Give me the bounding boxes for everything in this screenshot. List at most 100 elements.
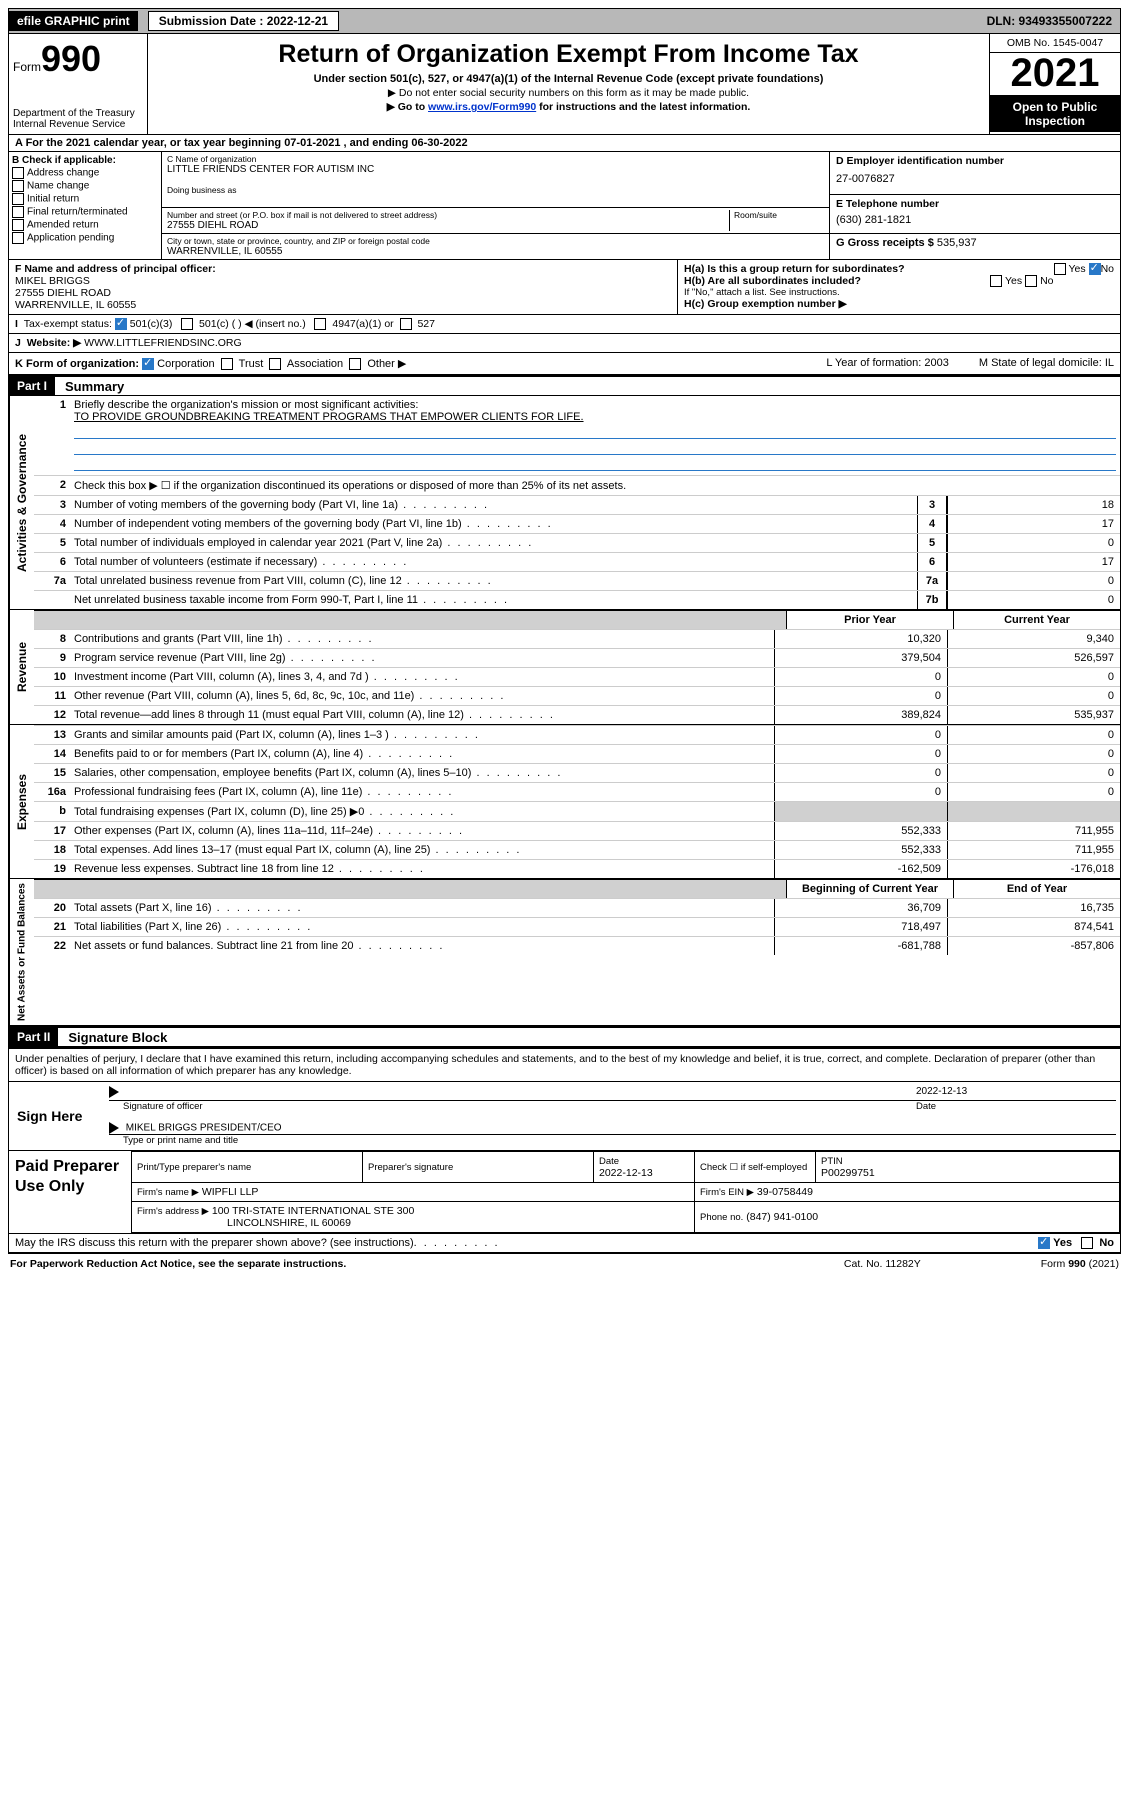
dln: DLN: 93493355007222: [987, 14, 1120, 28]
gross-label: G Gross receipts $: [836, 237, 934, 249]
city-state-zip: WARRENVILLE, IL 60555: [167, 246, 824, 257]
goto-post: for instructions and the latest informat…: [536, 101, 750, 113]
prior-current-header: Prior Year Current Year: [34, 610, 1120, 629]
form-prefix: Form: [13, 60, 41, 74]
self-employed-check: Check ☐ if self-employed: [700, 1162, 807, 1173]
sig-officer-label: Signature of officer: [123, 1101, 916, 1112]
table-row: 12Total revenue—add lines 8 through 11 (…: [34, 705, 1120, 724]
header-right: OMB No. 1545-0047 2021 Open to Public In…: [989, 34, 1120, 134]
phone-label: Phone no.: [700, 1212, 743, 1223]
revenue-block: Revenue Prior Year Current Year 8Contrib…: [8, 610, 1121, 725]
firm-addr-label: Firm's address ▶: [137, 1206, 209, 1217]
gross-value: 535,937: [937, 237, 977, 249]
room-label: Room/suite: [734, 210, 824, 220]
firm-name-label: Firm's name ▶: [137, 1187, 199, 1198]
line2-text: Check this box ▶ ☐ if the organization d…: [70, 476, 1120, 495]
cb-initial-return[interactable]: Initial return: [12, 193, 158, 205]
cb-name-change[interactable]: Name change: [12, 180, 158, 192]
form-990: 990: [41, 38, 101, 79]
h-group-return: H(a) Is this a group return for subordin…: [677, 260, 1120, 314]
row-k: K Form of organization: Corporation Trus…: [8, 353, 1121, 375]
dba-label: Doing business as: [167, 185, 824, 195]
ptin-value: P00299751: [821, 1167, 875, 1179]
table-row: 22Net assets or fund balances. Subtract …: [34, 936, 1120, 955]
i-label: Tax-exempt status:: [24, 318, 112, 330]
website-row: J Website: ▶ WWW.LITTLEFRIENDSINC.ORG: [9, 334, 1120, 352]
may-irs-text: May the IRS discuss this return with the…: [15, 1237, 414, 1249]
part-2-badge: Part II: [9, 1028, 58, 1046]
firm-ein-label: Firm's EIN ▶: [700, 1187, 754, 1198]
page-footer: For Paperwork Reduction Act Notice, see …: [8, 1253, 1121, 1274]
topbar: efile GRAPHIC print Submission Date : 20…: [8, 8, 1121, 34]
table-row: 10Investment income (Part VIII, column (…: [34, 667, 1120, 686]
org-name-cell: C Name of organization LITTLE FRIENDS CE…: [162, 152, 829, 208]
printed-name: MIKEL BRIGGS PRESIDENT/CEO: [126, 1123, 282, 1134]
net-assets-block: Net Assets or Fund Balances Beginning of…: [8, 879, 1121, 1026]
row-i: I Tax-exempt status: 501(c)(3) 501(c) ( …: [8, 315, 1121, 334]
instructions-link-row: ▶ Go to www.irs.gov/Form990 for instruct…: [158, 101, 979, 113]
date-label: Date: [916, 1101, 1116, 1112]
b-header: B Check if applicable:: [12, 155, 116, 166]
prep-sig-label: Preparer's signature: [368, 1162, 453, 1173]
website-value: WWW.LITTLEFRIENDSINC.ORG: [84, 337, 242, 349]
officer-name: MIKEL BRIGGS: [15, 275, 90, 287]
col-d-ein: D Employer identification number 27-0076…: [829, 152, 1120, 259]
city-cell: City or town, state or province, country…: [162, 234, 829, 259]
cat-number: Cat. No. 11282Y: [844, 1258, 921, 1270]
city-label: City or town, state or province, country…: [167, 236, 824, 246]
table-row: 21Total liabilities (Part X, line 26)718…: [34, 917, 1120, 936]
table-row: 9Program service revenue (Part VIII, lin…: [34, 648, 1120, 667]
cb-final-return[interactable]: Final return/terminated: [12, 206, 158, 218]
line-1: 1 Briefly describe the organization's mi…: [34, 396, 1120, 475]
firm-ein: 39-0758449: [757, 1186, 813, 1198]
cb-amended-return[interactable]: Amended return: [12, 219, 158, 231]
table-row: 15Salaries, other compensation, employee…: [34, 763, 1120, 782]
firm-address: 100 TRI-STATE INTERNATIONAL STE 300: [212, 1205, 414, 1217]
irs-link[interactable]: www.irs.gov/Form990: [428, 101, 536, 113]
side-label-expenses: Expenses: [9, 725, 34, 878]
hc-label: H(c) Group exemption number ▶: [684, 298, 847, 310]
form-title: Return of Organization Exempt From Incom…: [158, 40, 979, 69]
header-left: Form990 Department of the Treasury Inter…: [9, 34, 148, 134]
org-name: LITTLE FRIENDS CENTER FOR AUTISM INC: [167, 164, 824, 175]
firm-address-2: LINCOLNSHIRE, IL 60069: [227, 1217, 351, 1229]
submission-date: Submission Date : 2022-12-21: [148, 11, 339, 31]
table-row: 8Contributions and grants (Part VIII, li…: [34, 629, 1120, 648]
header-center: Return of Organization Exempt From Incom…: [148, 34, 989, 134]
may-irs-yes-checked: [1038, 1237, 1050, 1249]
ein-cell: D Employer identification number 27-0076…: [830, 152, 1120, 195]
org-name-label: C Name of organization: [167, 154, 824, 164]
table-row: 17Other expenses (Part IX, column (A), l…: [34, 821, 1120, 840]
efile-label[interactable]: efile GRAPHIC print: [9, 11, 138, 31]
addr-label: Number and street (or P.O. box if mail i…: [167, 210, 729, 220]
cb-corporation-checked: [142, 358, 154, 370]
form-header: Form990 Department of the Treasury Inter…: [8, 34, 1121, 135]
line-2: 2 Check this box ▶ ☐ if the organization…: [34, 475, 1120, 495]
tel-value: (630) 281-1821: [836, 210, 1114, 230]
cb-application-pending[interactable]: Application pending: [12, 232, 158, 244]
begin-end-header: Beginning of Current Year End of Year: [34, 879, 1120, 898]
table-row: 19Revenue less expenses. Subtract line 1…: [34, 859, 1120, 878]
officer-addr2: WARRENVILLE, IL 60555: [15, 299, 136, 311]
table-row: 7aTotal unrelated business revenue from …: [34, 571, 1120, 590]
table-row: 11Other revenue (Part VIII, column (A), …: [34, 686, 1120, 705]
phone-value: (847) 941-0100: [746, 1211, 818, 1223]
officer-addr1: 27555 DIEHL ROAD: [15, 287, 111, 299]
col-c-org-info: C Name of organization LITTLE FRIENDS CE…: [162, 152, 829, 259]
ha-row: H(a) Is this a group return for subordin…: [684, 263, 1114, 275]
signature-block: Under penalties of perjury, I declare th…: [8, 1047, 1121, 1151]
prep-name-label: Print/Type preparer's name: [137, 1162, 251, 1173]
band-a-tax-year: A For the 2021 calendar year, or tax yea…: [8, 135, 1121, 152]
part-2-title: Signature Block: [58, 1030, 167, 1045]
principal-officer: F Name and address of principal officer:…: [9, 260, 677, 314]
section-bcd: B Check if applicable: Address change Na…: [8, 152, 1121, 260]
paperwork-notice: For Paperwork Reduction Act Notice, see …: [10, 1258, 346, 1270]
cb-address-change[interactable]: Address change: [12, 167, 158, 179]
row-j: J Website: ▶ WWW.LITTLEFRIENDSINC.ORG: [8, 334, 1121, 353]
part-1-badge: Part I: [9, 377, 55, 395]
prior-year-hdr: Prior Year: [786, 611, 953, 629]
tel-label: E Telephone number: [836, 198, 1114, 210]
f-label: F Name and address of principal officer:: [15, 263, 216, 275]
arrow-icon-2: [109, 1122, 119, 1134]
telephone-cell: E Telephone number (630) 281-1821: [830, 195, 1120, 234]
